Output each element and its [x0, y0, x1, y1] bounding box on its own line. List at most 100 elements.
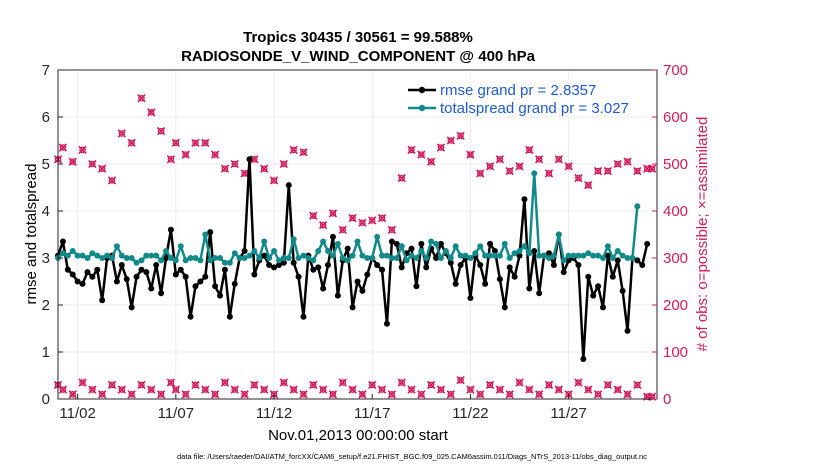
obs-assimilated-circle	[496, 386, 504, 393]
totalspread-point	[339, 255, 346, 261]
totalspread-point	[315, 247, 322, 254]
rmse-point	[398, 264, 405, 271]
totalspread-point	[207, 257, 214, 264]
rmse-point	[99, 297, 106, 304]
obs-possible-cross	[613, 159, 622, 169]
rmse-point	[359, 287, 366, 294]
rmse-point	[413, 283, 420, 290]
rmse-point	[526, 285, 533, 292]
obs-possible-circle	[585, 181, 592, 189]
obs-possible-circle	[604, 167, 612, 175]
rmse-point	[329, 233, 336, 240]
totalspread-point	[482, 252, 489, 259]
obs-assimilated-circle	[349, 386, 356, 393]
rmse-point	[69, 271, 76, 278]
obs-possible-cross	[127, 138, 136, 148]
obs-assimilated-circle	[128, 391, 135, 398]
y-tick-label-left: 4	[42, 203, 50, 220]
chart-subtitle: RADIOSONDE_V_WIND_COMPONENT @ 400 hPa	[181, 48, 536, 65]
obs-possible-cross	[171, 138, 181, 148]
obs-assimilated-circle	[359, 391, 366, 398]
totalspread-point	[477, 243, 484, 250]
rmse-point	[177, 266, 184, 273]
totalspread-point	[359, 252, 366, 259]
rmse-point	[212, 283, 219, 290]
y-axis-label-right: # of obs: o=possible; ×=assimilated	[694, 117, 711, 352]
totalspread-point	[74, 252, 81, 259]
y-tick-label-left: 5	[42, 156, 50, 173]
obs-assimilated-cross	[525, 385, 534, 394]
totalspread-point	[69, 247, 76, 254]
obs-assimilated-cross	[117, 385, 126, 394]
obs-possible-cross	[647, 164, 657, 173]
obs-assimilated-circle	[329, 391, 337, 398]
legend-spread-label: totalspread grand pr = 3.027	[440, 100, 629, 117]
obs-possible-circle	[108, 177, 116, 184]
rmse-point	[133, 273, 140, 280]
rmse-point	[501, 304, 508, 311]
obs-possible-cross	[417, 150, 426, 159]
y-tick-label-left: 3	[42, 250, 50, 267]
obs-possible-cross	[137, 94, 146, 103]
obs-possible-cross	[240, 169, 249, 178]
rmse-point	[241, 247, 248, 254]
obs-assimilated-cross	[98, 390, 107, 399]
obs-assimilated-cross	[456, 376, 465, 385]
rmse-point	[226, 313, 233, 320]
obs-possible-circle	[516, 163, 523, 170]
totalspread-point	[192, 255, 199, 261]
obs-possible-cross	[446, 136, 455, 145]
obs-assimilated-cross	[260, 385, 269, 394]
y-tick-label-left: 7	[42, 62, 50, 79]
obs-assimilated-circle	[310, 381, 317, 389]
rmse-point	[511, 273, 518, 280]
rmse-point	[325, 262, 332, 269]
obs-possible-circle	[69, 158, 76, 165]
obs-assimilated-cross	[289, 385, 298, 394]
plot-frame	[57, 69, 658, 400]
obs-assimilated-circle	[202, 386, 209, 393]
rmse-point	[477, 262, 484, 269]
totalspread-point	[271, 247, 278, 254]
obs-possible-cross	[534, 155, 544, 164]
totalspread-point	[555, 231, 562, 238]
obs-possible-circle	[270, 177, 278, 184]
obs-assimilated-cross	[476, 390, 485, 399]
obs-assimilated-cross	[623, 390, 632, 399]
rmse-point	[123, 276, 130, 283]
x-tick-label: 11/02	[59, 405, 95, 422]
obs-assimilated-cross	[368, 380, 377, 390]
obs-possible-cross	[191, 138, 200, 148]
obs-possible-cross	[78, 145, 87, 155]
y-tick-label-left: 6	[42, 109, 50, 126]
rmse-point	[487, 240, 494, 247]
obs-possible-circle	[192, 139, 199, 147]
obs-assimilated-circle	[339, 379, 347, 386]
totalspread-point	[217, 255, 224, 261]
obs-assimilated-cross	[78, 378, 87, 387]
totalspread-point	[550, 252, 557, 259]
obs-assimilated-circle	[108, 381, 116, 389]
obs-possible-circle	[339, 226, 347, 234]
rmse-point	[202, 273, 209, 280]
rmse-point	[496, 276, 503, 283]
footer-data-file: data file: /Users/raeder/DAI/ATM_forcXX/…	[177, 452, 647, 461]
obs-possible-cross	[166, 155, 176, 164]
obs-assimilated-circle	[290, 386, 297, 393]
rmse-point	[148, 285, 155, 292]
y-tick-label-right: 300	[663, 250, 688, 267]
obs-possible-circle	[486, 163, 494, 170]
obs-possible-cross	[201, 138, 210, 148]
obs-assimilated-circle	[378, 386, 386, 393]
totalspread-point	[570, 252, 577, 259]
rmse-point	[344, 245, 351, 252]
y-tick-label-left: 0	[42, 391, 50, 408]
obs-possible-cross	[117, 129, 126, 138]
rmse-point	[447, 259, 454, 266]
obs-possible-circle	[202, 139, 209, 147]
obs-assimilated-circle	[467, 386, 474, 393]
rmse-point	[624, 327, 631, 334]
obs-possible-cross	[495, 155, 505, 164]
obs-assimilated-cross	[348, 385, 357, 394]
totalspread-point	[403, 257, 410, 264]
